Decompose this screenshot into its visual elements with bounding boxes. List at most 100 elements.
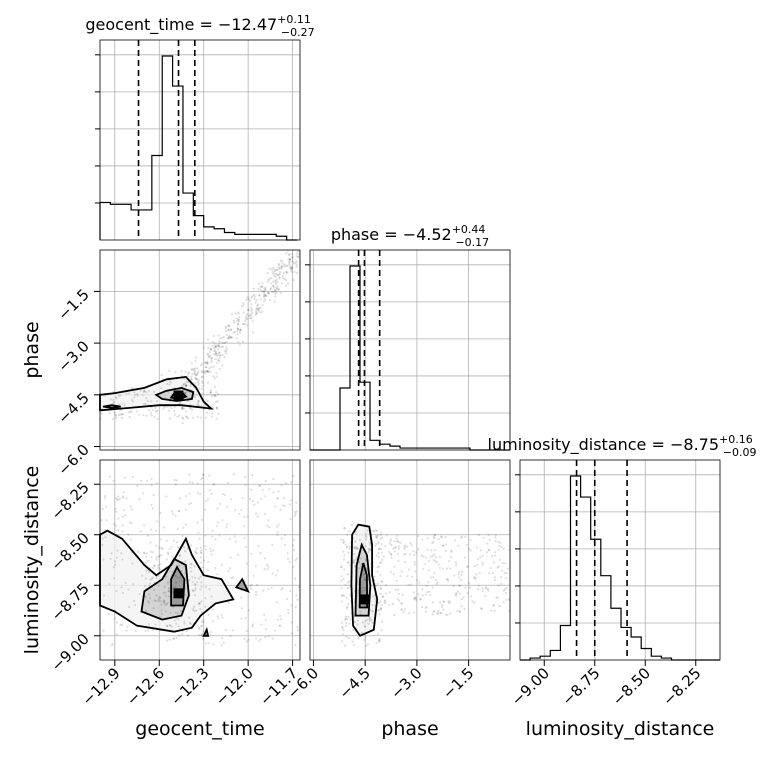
sample-point	[101, 507, 104, 511]
sample-point	[275, 287, 278, 290]
sample-point	[241, 496, 245, 499]
sample-point	[207, 370, 210, 373]
sample-point	[272, 284, 275, 287]
sample-point	[379, 600, 382, 603]
sample-point	[295, 260, 298, 263]
sample-point	[222, 335, 226, 339]
xtick-label-phase: −3.0	[387, 664, 425, 702]
sample-point	[225, 329, 228, 333]
sample-point	[225, 333, 228, 336]
sample-point	[215, 400, 218, 403]
title-value: luminosity_distance = −8.75	[488, 435, 719, 455]
sample-point	[151, 566, 155, 570]
sample-point	[208, 588, 211, 591]
sample-point	[194, 367, 197, 370]
sample-point	[264, 288, 267, 291]
sample-point	[225, 523, 229, 526]
sample-point	[114, 414, 118, 417]
sample-point	[177, 546, 180, 550]
sample-point	[262, 294, 265, 297]
sample-point	[206, 400, 210, 403]
sample-point	[223, 355, 226, 359]
sample-point	[442, 600, 445, 603]
sample-point	[343, 540, 346, 544]
sample-point	[120, 416, 124, 420]
sample-point	[168, 369, 171, 372]
sample-point	[276, 569, 279, 572]
sample-point	[364, 532, 368, 535]
sample-point	[201, 619, 204, 622]
grid-phase-vs-luminosity_distance	[310, 460, 510, 660]
sample-point	[250, 309, 253, 312]
sample-point	[256, 501, 260, 504]
sample-point	[214, 385, 217, 388]
sample-point	[263, 292, 266, 295]
sample-point	[129, 410, 132, 414]
sample-point	[261, 285, 264, 288]
sample-point	[473, 565, 476, 568]
sample-point	[260, 285, 263, 288]
sample-point	[287, 612, 290, 615]
xtick-label-geocent_time: −12.0	[212, 664, 257, 709]
sample-point	[498, 604, 501, 608]
sample-point	[481, 561, 484, 564]
sample-point	[205, 411, 208, 414]
sample-point	[272, 280, 275, 283]
sample-point	[482, 536, 485, 539]
sample-point	[229, 635, 232, 638]
sample-point	[120, 409, 123, 412]
sample-point	[232, 331, 235, 334]
sample-point	[246, 317, 249, 320]
sample-point	[196, 402, 199, 405]
sample-point	[295, 263, 298, 266]
sample-point	[114, 507, 117, 510]
sample-point	[210, 412, 214, 415]
sample-point	[283, 263, 286, 266]
sample-point	[267, 635, 270, 638]
grid-geocent_time	[100, 40, 300, 240]
sample-point	[160, 603, 163, 606]
sample-point	[393, 614, 396, 617]
sample-point	[101, 543, 104, 547]
sample-point	[184, 391, 187, 394]
sample-point	[117, 495, 120, 498]
sample-point	[115, 397, 118, 400]
sample-point	[400, 607, 403, 611]
sample-point	[210, 492, 213, 496]
sample-point	[226, 324, 229, 327]
sample-point	[417, 593, 420, 596]
ytick-label-luminosity_distance: −8.25	[48, 478, 93, 523]
sample-point	[478, 556, 482, 559]
param-title-luminosity_distance: luminosity_distance = −8.75+0.16 −0.09	[488, 433, 757, 459]
sample-point	[160, 612, 163, 615]
sample-point	[150, 406, 153, 409]
sample-point	[276, 618, 280, 621]
sample-point	[396, 597, 399, 600]
sample-point	[285, 271, 288, 274]
xaxis-label-luminosity_distance: luminosity_distance	[526, 718, 715, 740]
contour-geocent_time-vs-luminosity_distance-1	[140, 557, 190, 621]
sample-point	[341, 633, 344, 636]
sample-point	[178, 554, 182, 558]
sample-point	[363, 572, 366, 575]
sample-point	[460, 535, 464, 538]
sample-point	[257, 288, 260, 291]
sample-point	[401, 593, 404, 596]
sample-point	[149, 541, 152, 544]
sample-point	[217, 344, 221, 347]
sample-point	[158, 554, 161, 558]
sample-point	[407, 583, 410, 586]
sample-point	[134, 630, 137, 633]
sample-point	[239, 328, 242, 332]
sample-point	[221, 616, 224, 619]
sample-point	[294, 559, 297, 562]
sample-point	[202, 629, 205, 632]
sample-point	[237, 318, 240, 321]
sample-point	[172, 409, 176, 412]
sample-point	[452, 584, 455, 587]
sample-point	[358, 567, 361, 570]
sample-point	[104, 394, 107, 397]
sample-point	[392, 573, 395, 576]
sample-point	[174, 611, 177, 614]
sample-point	[198, 602, 201, 605]
